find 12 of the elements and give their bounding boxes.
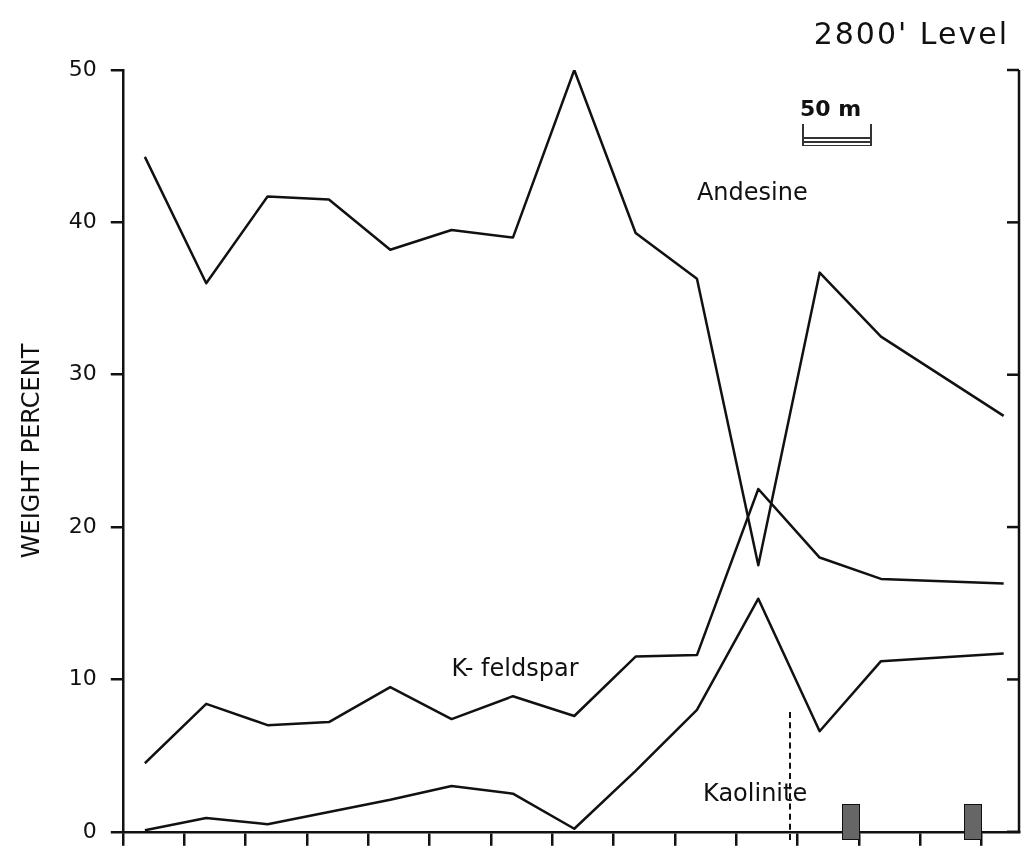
y-tick-label: 10 (68, 665, 97, 691)
y-tick-label: 20 (68, 512, 97, 538)
y-tick-label: 0 (82, 817, 97, 843)
y-tick-label: 50 (68, 55, 97, 81)
y-axis-title: WEIGHT PERCENT (16, 343, 45, 559)
text: Kaolinite (703, 779, 808, 808)
annotation: 50 m (800, 96, 862, 121)
y-tick-label: 30 (68, 360, 97, 386)
text: Andesine (696, 177, 808, 206)
chart-title: 2800' Level (813, 16, 1009, 51)
y-tick-label: 40 (68, 208, 97, 234)
series-label: K- feldspar (451, 654, 579, 683)
